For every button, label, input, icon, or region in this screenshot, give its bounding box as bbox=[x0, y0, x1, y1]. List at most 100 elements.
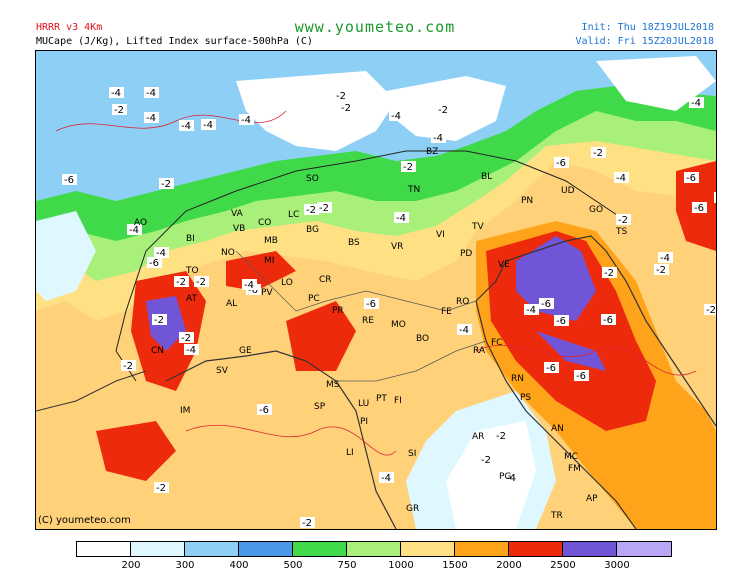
lifted-index-value: -4 bbox=[186, 345, 196, 356]
lifted-index-value: -4 bbox=[156, 248, 166, 259]
lifted-index-value: -2 bbox=[306, 205, 316, 216]
place-label: PG bbox=[499, 472, 511, 482]
lifted-index-label: -4 bbox=[179, 120, 194, 132]
lifted-index-value: -4 bbox=[616, 173, 626, 184]
place-label: PS bbox=[520, 393, 531, 403]
lifted-index-value: -4 bbox=[146, 113, 156, 124]
lifted-index-value: -4 bbox=[146, 88, 156, 99]
lifted-index-value: -6 bbox=[248, 285, 258, 296]
place-label: PR bbox=[332, 306, 344, 316]
lifted-index-label: -2 bbox=[154, 482, 169, 494]
place-label: FE bbox=[441, 307, 452, 317]
cape-200-alps bbox=[236, 71, 396, 151]
lifted-index-label: -2 bbox=[616, 214, 631, 226]
lifted-index-label: -4 bbox=[144, 87, 159, 99]
lifted-index-label: -2 bbox=[159, 178, 174, 190]
legend-tick-label: 2000 bbox=[496, 560, 522, 571]
regional-borders bbox=[235, 250, 477, 312]
lifted-index-value: -4 bbox=[203, 120, 213, 131]
legend-tick-label: 1500 bbox=[442, 560, 468, 571]
lifted-index-label: -4 bbox=[242, 279, 257, 291]
legend-tick-label: 1000 bbox=[388, 560, 414, 571]
lifted-index-value: -2 bbox=[706, 305, 716, 316]
lifted-index-value: -6 bbox=[366, 299, 376, 310]
place-label: CO bbox=[258, 218, 271, 228]
lifted-index-label: -2 bbox=[494, 430, 509, 442]
legend-swatch bbox=[563, 542, 617, 556]
lifted-index-value: -2 bbox=[496, 431, 506, 442]
place-label: BS bbox=[348, 238, 360, 248]
lifted-index-label: -4 bbox=[394, 212, 409, 224]
init-time: Init: Thu 18Z19JUL2018 bbox=[581, 22, 714, 33]
legend-swatch bbox=[617, 542, 671, 556]
place-label: CR bbox=[319, 275, 332, 285]
legend-tick-label: 2500 bbox=[550, 560, 576, 571]
coastline-adriatic-west bbox=[475, 300, 637, 529]
lifted-index-value: -2 bbox=[438, 105, 448, 116]
lifted-index-value: -4 bbox=[459, 325, 469, 336]
valid-time: Valid: Fri 15Z20JUL2018 bbox=[575, 36, 714, 47]
place-label: TR bbox=[550, 511, 563, 521]
place-label: LO bbox=[281, 278, 293, 288]
lifted-index-value: -6 bbox=[546, 363, 556, 374]
lifted-index-value: -4 bbox=[433, 133, 443, 144]
lifted-index-value: -2 bbox=[181, 333, 191, 344]
lifted-index-value: -2 bbox=[114, 105, 124, 116]
place-label: FM bbox=[568, 464, 581, 474]
legend-tick-label: 200 bbox=[121, 560, 141, 571]
place-label: AL bbox=[226, 299, 237, 309]
lifted-index-value: -4 bbox=[660, 253, 670, 264]
lifted-index-value: -2 bbox=[604, 268, 614, 279]
legend-swatch bbox=[239, 542, 293, 556]
place-label: AO bbox=[134, 218, 147, 228]
lifted-index-label: -4 bbox=[201, 119, 216, 131]
lifted-index-label: -2 bbox=[121, 360, 136, 372]
lifted-index-label: -4 bbox=[714, 192, 716, 203]
legend-tick-label: 400 bbox=[229, 560, 249, 571]
lifted-index-label: -6 bbox=[544, 362, 559, 374]
lifted-index-label: -2 bbox=[436, 104, 451, 116]
lifted-index-value: -4 bbox=[181, 121, 191, 132]
lifted-index-value: -2 bbox=[593, 148, 603, 159]
site-url[interactable]: www.youmeteo.com bbox=[294, 18, 456, 36]
lifted-index-value: -2 bbox=[154, 315, 164, 326]
lifted-index-label: -2 bbox=[317, 202, 332, 214]
cape-3000-adriatic-south bbox=[536, 331, 606, 371]
lifted-index-value: -4 bbox=[381, 473, 391, 484]
lifted-index-value: -2 bbox=[302, 518, 312, 529]
place-label: VR bbox=[391, 242, 403, 252]
place-label: AR bbox=[472, 432, 484, 442]
lifted-index-label: -2 bbox=[704, 304, 716, 316]
place-label: MI bbox=[264, 256, 274, 266]
cape-2500-sea-west bbox=[96, 421, 176, 481]
place-label: FI bbox=[394, 396, 402, 406]
coastline-adriatic-east bbox=[475, 235, 716, 427]
lifted-index-label: -6 bbox=[574, 370, 589, 382]
lifted-index-label: -2 bbox=[152, 314, 167, 326]
lifted-index-label: -6 bbox=[364, 298, 379, 310]
lifted-index-value: -6 bbox=[694, 203, 704, 214]
cape-200-north-east bbox=[596, 56, 716, 111]
coastline-ligurian bbox=[165, 350, 397, 529]
place-label: VA bbox=[231, 209, 244, 219]
lifted-index-label: -4 bbox=[239, 114, 254, 126]
place-label: PV bbox=[261, 288, 273, 298]
lifted-index-label: -4 bbox=[389, 110, 404, 122]
place-label: FC bbox=[491, 338, 502, 348]
lifted-index-value: -6 bbox=[556, 158, 566, 169]
lifted-index-value: -6 bbox=[603, 315, 613, 326]
place-label: MO bbox=[391, 320, 406, 330]
lifted-index-label: -6 bbox=[62, 174, 77, 186]
place-label: VE bbox=[498, 260, 510, 270]
legend-swatch bbox=[131, 542, 185, 556]
lifted-index-label: -6 bbox=[684, 172, 699, 184]
lifted-index-label: -2 bbox=[194, 276, 209, 288]
lifted-index-value: -6 bbox=[556, 316, 566, 327]
cape-contour bbox=[55, 110, 287, 132]
place-label: MS bbox=[326, 380, 340, 390]
lifted-index-value: -2 bbox=[161, 179, 171, 190]
lifted-index-value: -4 bbox=[391, 111, 401, 122]
place-label: TO bbox=[185, 266, 199, 276]
legend-swatch bbox=[455, 542, 509, 556]
place-label: TV bbox=[471, 222, 484, 232]
